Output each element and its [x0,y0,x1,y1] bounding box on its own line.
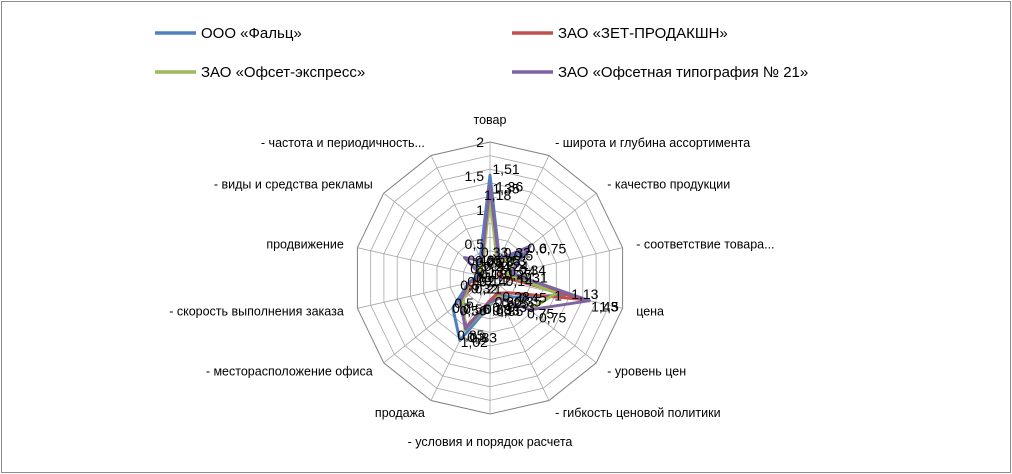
data-label: 0,8 [467,329,487,345]
data-label: 0,6 [527,240,547,256]
data-label: 1,5 [599,299,619,315]
category-label-12: - виды и средства рекламы [214,178,373,192]
data-label: 0,25 [505,267,532,283]
category-label-10: - скорость выполнения заказа [169,304,344,318]
data-label: 0,48 [467,252,494,268]
data-label: 0,38 [484,301,511,317]
data-label: 1,43 [591,299,618,315]
legend-label: ООО «Фальц» [201,25,302,42]
category-labels: товар - широта и глубина ассортимента - ка… [169,113,774,449]
data-label: 0,14 [506,273,533,289]
category-label-7: - условия и порядок расчета [408,435,573,449]
data-label: 0,35 [496,303,523,319]
data-label: 0,25 [493,253,520,269]
category-label-8: продажа [375,406,425,420]
data-label: 0,28 [486,254,513,270]
data-label: 1 [554,287,562,303]
data-label: 1,13 [571,286,598,302]
series-line-3 [458,184,591,331]
legend-label: ЗАО «Офсет-экспресс» [201,64,365,81]
data-label: 0,33 [492,303,519,319]
data-label: 0,28 [502,289,529,305]
data-label: 0,21 [475,280,502,296]
radial-tick-label: 1 [476,202,484,218]
data-label: 0,25 [502,295,529,311]
data-label: 0,32 [467,274,494,290]
grid-spoke [489,192,597,279]
data-label: 1,36 [496,179,523,195]
data-label: 0,24 [508,264,535,280]
data-label: 1,35 [492,180,519,196]
legend-item-2: ЗАО «Офсет-экспресс» [155,64,365,81]
data-label: 0,85 [457,327,484,343]
radial-tick-label: 0,5 [465,236,485,252]
data-label: 0,35 [514,294,541,310]
data-label: 0,31 [521,269,548,285]
legend-item-3: ЗАО «Офсетная типография № 21» [512,64,808,81]
data-label: 0,7 [452,300,472,316]
data-label: 0,12 [484,272,511,288]
data-label: 0,75 [527,306,554,322]
data-label: 0,56 [460,302,487,318]
data-label: 0,33 [481,244,508,260]
data-label: 0,32 [471,281,498,297]
data-labels: 1,510,320,60,341,130,450,280,41,020,70,3… [452,161,619,350]
category-label-1: - широта и глубина ассортимента [555,136,750,150]
data-label: 0,32 [504,245,531,261]
category-label-0: товар [474,113,507,127]
data-label: 0,24 [501,258,528,274]
category-label-11: продвижение [266,238,344,252]
category-label-2: - качество продукции [607,178,730,192]
radial-tick-label: 2 [476,134,484,150]
category-label-5: - уровень цен [607,365,686,379]
data-label: 0,2 [470,260,490,276]
category-label-9: - месторасположение офиса [206,365,373,379]
grid-spoke [357,247,491,279]
data-label: 0,45 [520,289,547,305]
data-label: 0,5 [514,248,534,264]
data-label: 0,75 [539,309,566,325]
data-label: 0,18 [480,266,507,282]
data-label: 0,25 [476,255,503,271]
radial-tick-label: 1,5 [465,168,485,184]
data-label: 0,18 [477,264,504,280]
category-label-3: - соответствие товара... [636,238,774,252]
radial-tick-label: 0 [476,270,484,286]
legend: ООО «Фальц» ЗАО «ЗЕТ-ПРОДАКШН» ЗАО «Офсет-… [155,25,808,81]
series-layer [451,173,591,342]
data-label: 0,33 [508,299,535,315]
data-label: 1,51 [492,161,519,177]
data-label: 1,18 [484,187,511,203]
data-label: 0,5 [454,295,474,311]
data-label: 0,1 [474,269,494,285]
category-label-13: - частота и периодичность... [261,136,425,150]
legend-label: ЗАО «ЗЕТ-ПРОДАКШН» [558,25,728,42]
data-label: 0,3 [495,293,515,309]
data-label: 0,34 [519,262,546,278]
data-label: 0,56 [463,301,490,317]
category-label-6: - гибкость ценовой политики [555,406,720,420]
data-label: 1,02 [461,334,488,350]
legend-label: ЗАО «Офсетная типография № 21» [558,64,808,81]
legend-item-0: ООО «Фальц» [155,25,302,42]
data-label: 0,14 [479,273,506,289]
data-label: 0,4 [492,299,512,315]
radial-tick-labels: 0 0,5 1 1,5 2 [465,134,485,286]
grid-spoke [383,277,491,364]
data-label: 0,3 [507,253,527,269]
data-label: 0,24 [484,258,511,274]
data-label: 0,3 [460,277,480,293]
category-label-4: цена [636,304,664,318]
data-label: 0,25 [475,253,502,269]
legend-item-1: ЗАО «ЗЕТ-ПРОДАКШН» [512,25,728,42]
data-label: 0,83 [470,330,497,346]
data-label: 0,75 [539,241,566,257]
